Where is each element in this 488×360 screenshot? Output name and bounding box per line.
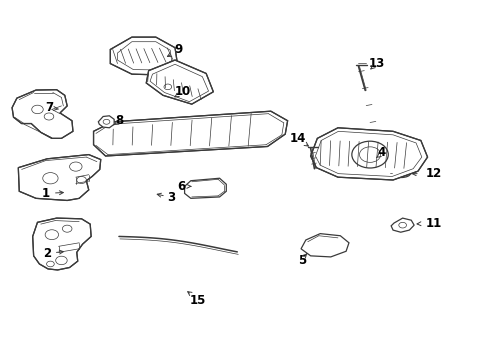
Text: 9: 9 <box>174 43 182 56</box>
Polygon shape <box>18 154 101 201</box>
Polygon shape <box>310 128 427 180</box>
Polygon shape <box>184 178 226 198</box>
Polygon shape <box>12 90 73 138</box>
Text: 11: 11 <box>425 217 441 230</box>
Polygon shape <box>390 218 413 232</box>
Text: 6: 6 <box>177 180 185 193</box>
Polygon shape <box>93 111 287 156</box>
Polygon shape <box>117 42 171 70</box>
Text: 3: 3 <box>167 191 175 204</box>
Text: 8: 8 <box>115 114 123 127</box>
Polygon shape <box>98 116 114 128</box>
Text: 14: 14 <box>289 132 306 145</box>
Polygon shape <box>110 37 177 75</box>
Polygon shape <box>33 218 91 270</box>
Polygon shape <box>315 131 421 176</box>
Text: 10: 10 <box>175 85 191 98</box>
Polygon shape <box>301 234 348 257</box>
Text: 12: 12 <box>425 167 441 180</box>
Polygon shape <box>146 60 213 104</box>
Text: 5: 5 <box>297 254 305 267</box>
Text: 15: 15 <box>189 294 205 307</box>
Polygon shape <box>150 64 208 102</box>
Text: 4: 4 <box>377 146 385 159</box>
Text: 13: 13 <box>368 57 384 70</box>
Text: 2: 2 <box>43 247 51 260</box>
Text: 1: 1 <box>41 187 50 200</box>
Text: 7: 7 <box>45 101 53 114</box>
